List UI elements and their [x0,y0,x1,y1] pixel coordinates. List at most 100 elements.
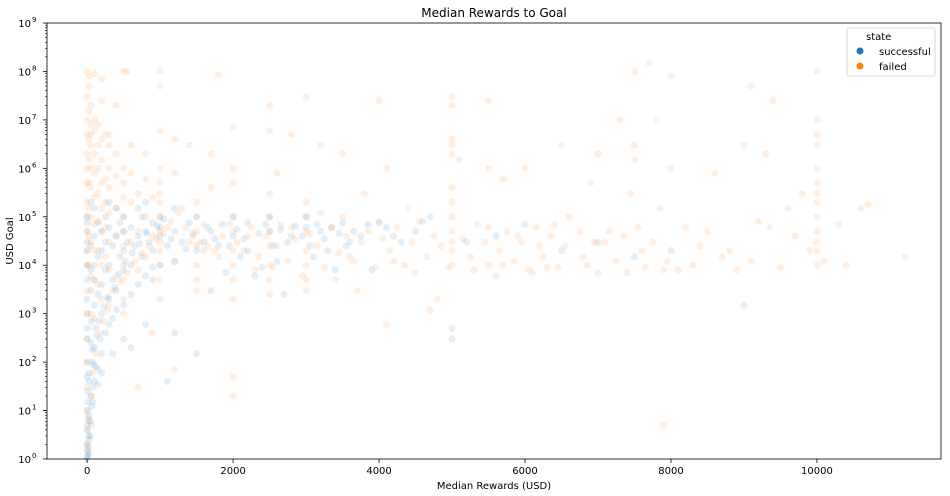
point-failed [495,246,504,255]
point-failed [448,141,456,150]
point-failed [276,220,285,229]
point-failed [813,227,821,236]
point-failed [86,101,95,110]
point-successful [141,272,150,280]
point-successful [83,324,91,333]
point-successful [243,246,252,255]
point-successful [283,238,292,246]
point-failed [557,141,566,150]
point-failed [834,220,843,229]
point-successful [112,286,121,295]
point-failed [251,266,259,274]
point-successful [192,349,201,358]
point-failed [138,249,146,257]
point-successful [134,232,143,240]
point-successful [83,275,91,284]
point-failed [134,189,143,198]
point-failed [864,200,872,209]
point-failed [119,67,128,76]
y-tick-exponent: 5 [32,210,36,218]
point-failed [448,92,456,101]
point-failed [83,358,91,366]
point-failed [302,261,310,270]
point-failed [127,169,135,177]
point-failed [207,183,216,192]
point-failed [119,261,128,270]
point-failed [85,232,93,240]
point-successful [346,238,354,246]
point-successful [88,345,97,354]
chart-title: Median Rewards to Goal [421,6,566,20]
point-successful [153,221,162,230]
point-failed [528,268,537,277]
point-successful [389,232,398,240]
point-failed [448,261,456,270]
legend-title: state [866,32,891,43]
point-failed [83,130,91,139]
point-successful [90,343,99,352]
point-failed [90,149,99,158]
y-tick-exponent: 8 [32,64,36,72]
point-failed [229,164,237,173]
y-tick-label: 10 [18,407,31,418]
point-successful [83,335,91,343]
point-successful [156,223,164,232]
point-successful [84,387,92,396]
point-successful [269,242,278,250]
point-failed [747,257,756,266]
point-failed [97,261,106,270]
point-failed [145,242,154,250]
point-successful [134,204,143,213]
point-successful [148,275,157,284]
point-successful [83,446,91,455]
point-failed [499,175,507,183]
point-successful [112,305,121,314]
point-failed [265,290,274,299]
point-failed [539,252,548,261]
point-successful [211,235,219,243]
point-failed [732,266,741,274]
point-successful [148,246,157,255]
point-successful [189,229,197,238]
point-failed [382,164,391,173]
point-successful [163,377,172,386]
point-successful [97,369,106,377]
point-failed [448,149,456,158]
point-failed [641,263,650,272]
point-failed [466,252,475,261]
point-failed [674,266,683,274]
point-successful [94,317,103,326]
point-failed [232,238,241,246]
point-failed [813,261,821,270]
point-failed [543,263,551,272]
point-failed [761,149,770,158]
point-failed [156,246,164,255]
x-tick-label: 8000 [658,466,683,477]
point-successful [200,238,208,246]
point-failed [105,266,113,274]
point-failed [652,116,661,124]
point-successful [232,225,241,234]
legend: state successful failed [846,27,936,77]
point-successful [145,238,154,246]
point-failed [156,164,164,173]
point-failed [148,193,157,202]
point-successful [101,329,110,337]
point-successful [101,212,110,221]
point-failed [437,242,445,250]
point-failed [94,217,102,226]
point-successful [105,261,113,270]
point-failed [229,179,237,187]
point-failed [156,212,164,221]
point-failed [83,335,91,343]
point-successful [119,335,128,343]
point-successful [84,398,92,406]
point-successful [87,317,96,326]
point-failed [94,189,102,198]
legend-label-failed: failed [879,62,907,73]
point-failed [229,392,237,400]
point-failed [630,155,639,164]
point-successful [280,290,289,299]
point-successful [88,358,97,366]
point-failed [375,217,383,226]
